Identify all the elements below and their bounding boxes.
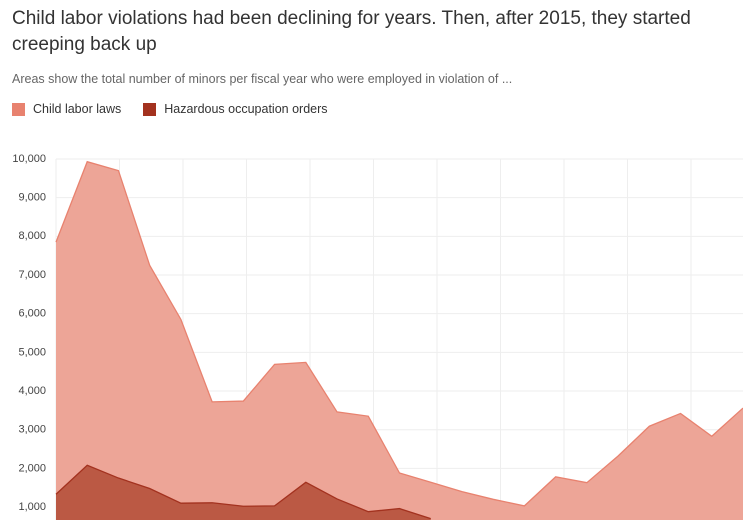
y-tick-label: 4,000 [18, 385, 46, 397]
y-tick-label: 7,000 [18, 269, 46, 281]
y-tick-label: 3,000 [18, 424, 46, 436]
legend-item: Child labor laws [12, 102, 121, 116]
legend-label: Child labor laws [33, 102, 122, 116]
y-tick-label: 1,000 [18, 501, 46, 513]
legend: Child labor laws Hazardous occupation ord… [12, 102, 328, 116]
chart-subtitle: Areas show the total number of minors pe… [12, 72, 513, 86]
y-tick-label: 6,000 [18, 308, 46, 320]
legend-swatch [143, 102, 157, 116]
chart-title: Child labor violations had been declinin… [12, 8, 691, 55]
area-line [55, 160, 743, 507]
area-fill [56, 465, 431, 520]
y-tick-label: 10,000 [12, 153, 46, 165]
legend-swatch [12, 102, 25, 116]
legend-item: Hazardous occupation orders [143, 102, 328, 116]
y-tick-label: 5,000 [18, 346, 46, 358]
area-line [55, 464, 431, 520]
legend-label: Hazardous occupation orders [164, 102, 328, 116]
y-tick-label: 2,000 [18, 462, 46, 474]
y-tick-label: 8,000 [18, 230, 46, 242]
y-tick-label: 9,000 [18, 192, 46, 204]
area-fill [56, 161, 743, 520]
